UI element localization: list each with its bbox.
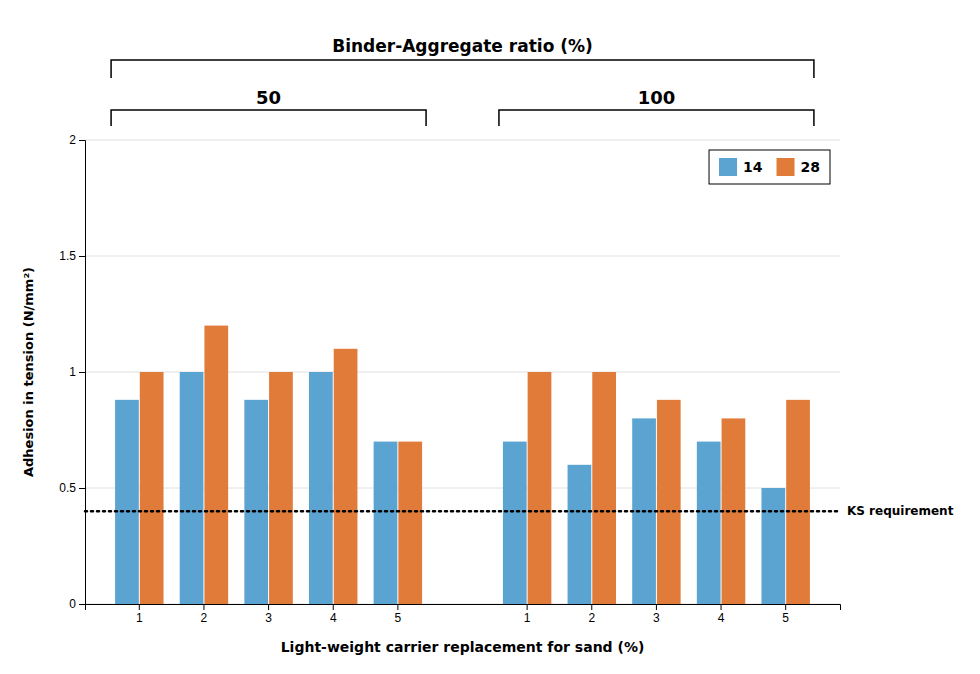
x-axis-title: Light-weight carrier replacement for san… (281, 639, 645, 655)
x-axis: 1 2 3 4 5 1 2 3 4 5 (86, 604, 841, 625)
bar (592, 372, 616, 604)
x-tick: 5 (395, 604, 402, 625)
y-tick-label: 0.5 (59, 481, 76, 495)
bar (180, 372, 204, 604)
bar (528, 372, 552, 604)
bar (761, 488, 785, 604)
y-tick-label: 2 (69, 133, 76, 147)
bar (269, 372, 293, 604)
legend: 14 28 (709, 150, 830, 184)
bar (786, 400, 810, 604)
bar (204, 326, 228, 604)
x-tick-mark (203, 604, 204, 610)
chart-svg: KS requirement123451234500.511.52Light-w… (0, 0, 980, 674)
x-tick: 3 (265, 604, 272, 625)
y-tick: 0.5 (59, 481, 85, 495)
x-tick-mark (721, 604, 722, 610)
y-tick-label: 1.5 (59, 249, 76, 263)
legend-swatch (719, 158, 737, 176)
x-tick-mark (656, 604, 657, 610)
bar (140, 372, 164, 604)
grid-line (85, 256, 840, 257)
y-tick-mark (79, 488, 85, 489)
x-tick-mark (527, 604, 528, 610)
y-axis-title: Adhesion in tension (N/mm²) (21, 267, 36, 477)
legend-label: 28 (801, 159, 820, 175)
x-tick: 1 (136, 604, 143, 625)
x-tick-label: 2 (588, 611, 595, 625)
bracket (499, 110, 814, 126)
y-axis-line (79, 141, 86, 605)
x-tick: 2 (201, 604, 208, 625)
x-tick-label: 4 (330, 611, 337, 625)
y-tick: 2 (69, 133, 85, 147)
y-tick-label: 1 (69, 365, 76, 379)
legend-swatch (777, 158, 795, 176)
legend-label: 14 (743, 159, 763, 175)
x-tick: 5 (782, 604, 789, 625)
y-tick-mark (79, 140, 85, 141)
bar (244, 400, 268, 604)
y-tick-mark (79, 372, 85, 373)
x-axis-line (86, 605, 841, 611)
bar-series (140, 326, 810, 604)
annotations: KS requirement (85, 504, 954, 518)
bar (568, 465, 592, 604)
x-tick-label: 5 (395, 611, 402, 625)
x-tick: 4 (330, 604, 337, 625)
x-tick-label: 4 (718, 611, 725, 625)
plot: KS requirement123451234500.511.52Light-w… (21, 36, 954, 655)
x-tick-mark (397, 604, 398, 610)
x-tick-label: 1 (524, 611, 531, 625)
bar (503, 442, 527, 604)
x-tick: 2 (588, 604, 595, 625)
x-tick-label: 2 (201, 611, 208, 625)
y-tick-label: 0 (69, 597, 76, 611)
x-tick: 4 (718, 604, 725, 625)
x-tick-mark (333, 604, 334, 610)
title: Binder-Aggregate ratio (%) (332, 36, 593, 56)
x-tick-mark (139, 604, 140, 610)
legend-frame (709, 150, 830, 184)
reference-label: KS requirement (847, 504, 954, 518)
x-tick-mark (785, 604, 786, 610)
chart-container: KS requirement123451234500.511.52Light-w… (0, 0, 980, 674)
x-tick-label: 5 (782, 611, 789, 625)
grid (85, 140, 840, 604)
bar (115, 400, 139, 604)
x-tick-label: 3 (653, 611, 660, 625)
group-label: 50 (256, 87, 281, 108)
y-tick: 1 (69, 365, 85, 379)
bars (115, 326, 810, 604)
brackets: 50 100 (111, 60, 814, 126)
y-axis: 0 0.5 1 1.5 2 (59, 133, 85, 611)
y-tick: 1.5 (59, 249, 85, 263)
bar (398, 442, 422, 604)
bar (334, 349, 358, 604)
grid-line (85, 140, 840, 141)
x-tick-mark (268, 604, 269, 610)
x-tick-label: 1 (136, 611, 143, 625)
x-tick: 3 (653, 604, 660, 625)
bracket (111, 60, 814, 78)
bar (309, 372, 333, 604)
group-label: 100 (638, 87, 676, 108)
bar (697, 442, 721, 604)
bar (374, 442, 398, 604)
x-tick-label: 3 (265, 611, 272, 625)
x-tick-mark (591, 604, 592, 610)
bar (657, 400, 681, 604)
x-tick: 1 (524, 604, 531, 625)
y-tick-mark (79, 256, 85, 257)
bracket (111, 110, 426, 126)
reference-line (85, 510, 840, 513)
y-tick-mark (79, 604, 85, 605)
y-tick: 0 (69, 597, 85, 611)
